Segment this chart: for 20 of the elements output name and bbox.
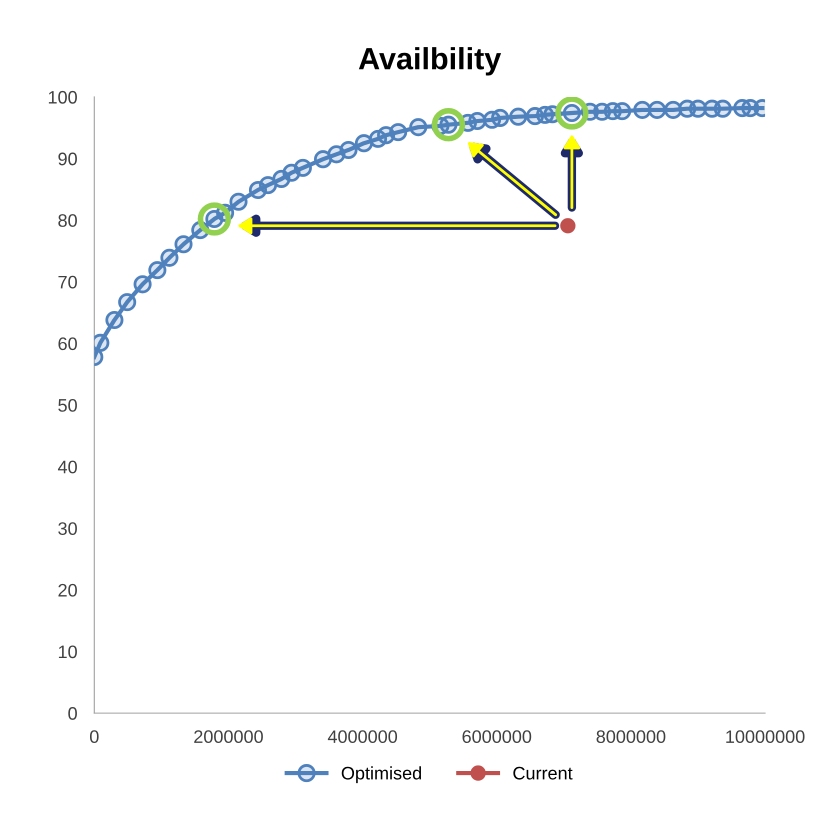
y-tick-label: 20 <box>58 584 77 597</box>
y-tick-label: 30 <box>58 522 77 536</box>
y-tick-label: 100 <box>48 90 77 104</box>
legend-label: Optimised <box>342 766 421 784</box>
chart-title: Availbility <box>358 47 502 76</box>
legend-label: Current <box>513 766 573 780</box>
x-tick-label: 4000000 <box>328 730 398 744</box>
y-tick-label: 10 <box>58 645 77 658</box>
x-tick-label: 0 <box>90 730 99 744</box>
y-tick-label: 70 <box>58 276 77 289</box>
y-tick-label: 40 <box>58 460 77 474</box>
y-tick-label: 90 <box>58 152 77 166</box>
y-tick-label: 0 <box>68 707 77 720</box>
x-tick-label: 10000000 <box>726 730 805 744</box>
y-tick-label: 80 <box>58 214 77 227</box>
x-tick-label: 2000000 <box>194 730 263 744</box>
y-tick-label: 60 <box>58 337 77 350</box>
x-tick-label: 8000000 <box>596 730 666 744</box>
y-tick-label: 50 <box>58 398 77 412</box>
x-tick-label: 6000000 <box>462 730 532 744</box>
